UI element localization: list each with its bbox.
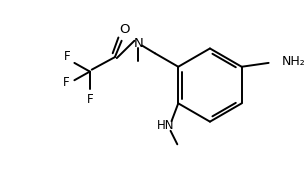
Text: O: O xyxy=(119,23,130,36)
Text: F: F xyxy=(63,76,70,89)
Text: HN: HN xyxy=(157,119,175,131)
Text: NH₂: NH₂ xyxy=(282,55,306,69)
Text: F: F xyxy=(64,50,71,63)
Text: F: F xyxy=(87,93,93,106)
Text: N: N xyxy=(133,37,143,50)
